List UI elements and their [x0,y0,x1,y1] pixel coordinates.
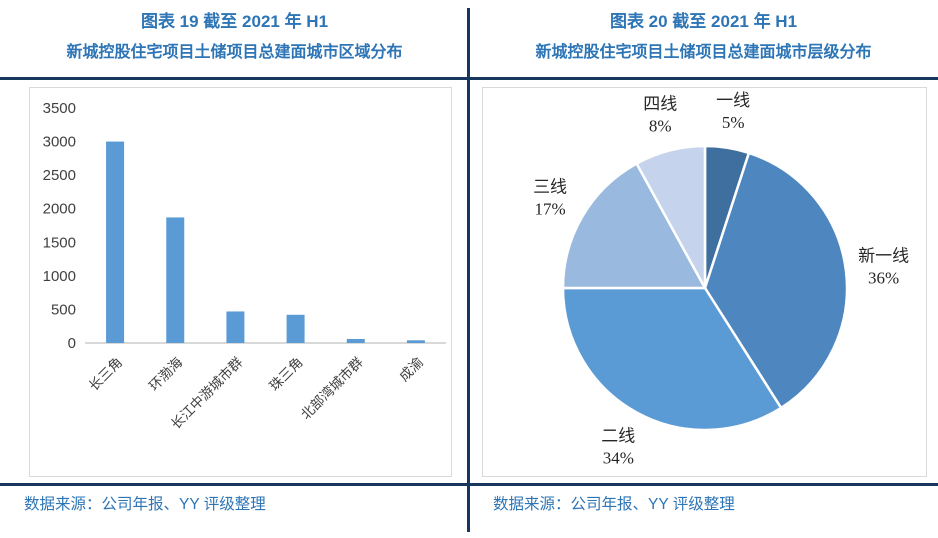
figure-20-title-rule [469,77,938,80]
bar [226,311,245,343]
pie-chart: 一线 5% 新一线 36% 二线 34% 三线 17% 四线 8% [533,91,909,468]
pie-slice-percent-label: 17% [534,199,565,218]
pie-slice [703,151,849,410]
pie-slice-percent-label: 34% [603,449,634,468]
bar [166,217,185,343]
figure-20-panel: 图表 20 截至 2021 年 H1 新城控股住宅项目土储项目总建面城市层级分布… [469,0,938,538]
x-axis-category-label: 环渤海 [146,355,185,394]
figure-20-caption-rule [469,483,938,486]
pie-slice-percent-label: 8% [649,117,672,136]
figure-19-panel: 图表 19 截至 2021 年 H1 新城控股住宅项目土储项目总建面城市区域分布… [0,7,469,513]
y-axis-tick-label: 1000 [43,268,76,285]
y-axis-tick-label: 3500 [43,100,76,117]
y-axis-tick-label: 500 [51,301,76,318]
figure-20-source-caption: 数据来源：公司年报、YY 评级整理 [493,496,735,513]
y-axis-tick-label: 2500 [43,167,76,184]
bar [346,338,365,343]
figure-20-chart-frame: 一线 5% 新一线 36% 二线 34% 三线 17% 四线 8% [482,87,927,477]
pie-slice-label: 四线 [643,95,677,114]
x-axis-category-label: 北部湾城市群 [297,353,366,422]
pie-slice-label: 二线 [601,427,635,446]
figure-19-caption-rule [0,483,469,486]
bar [406,340,425,343]
y-axis-tick-label: 3000 [43,134,76,151]
y-axis-tick-label: 1500 [43,234,76,251]
pie-slice-label: 新一线 [858,246,909,265]
pie-slice [561,162,707,290]
figure-19-title-line2: 新城控股住宅项目土储项目总建面城市区域分布 [66,44,403,61]
figure-19-title-line1: 图表 19 截至 2021 年 H1 [140,12,329,31]
figure-20-title: 图表 20 截至 2021 年 H1 新城控股住宅项目土储项目总建面城市层级分布 [469,7,938,68]
figure-20-title-line2: 新城控股住宅项目土储项目总建面城市层级分布 [535,44,872,61]
pie-slice-percent-label: 5% [722,113,745,132]
pie-slice [635,144,707,290]
x-axis-category-label: 成渝 [396,354,426,384]
bar [106,141,125,343]
figure-19-chart-frame: 0 500 1000 1500 2000 2500 3000 3500 长三角 环渤海 长江中游城市… [29,87,452,477]
pie-slice-percent-label: 36% [868,268,899,287]
pie-slice-label: 三线 [533,177,567,196]
pie-slice-label: 一线 [716,91,750,110]
bar [286,314,305,343]
figure-19-title: 图表 19 截至 2021 年 H1 新城控股住宅项目土储项目总建面城市区域分布 [0,7,469,68]
y-axis-tick-label: 2000 [43,201,76,218]
panel-divider [467,8,470,532]
figure-19-title-rule [0,77,469,80]
y-axis-tick-label: 0 [68,335,76,352]
figure-19-source-caption: 数据来源：公司年报、YY 评级整理 [24,496,266,513]
pie-slice [561,286,783,432]
x-axis-category-label: 珠三角 [266,355,305,394]
x-axis-category-label: 长三角 [86,355,125,394]
figure-20-title-line1: 图表 20 截至 2021 年 H1 [609,12,798,31]
